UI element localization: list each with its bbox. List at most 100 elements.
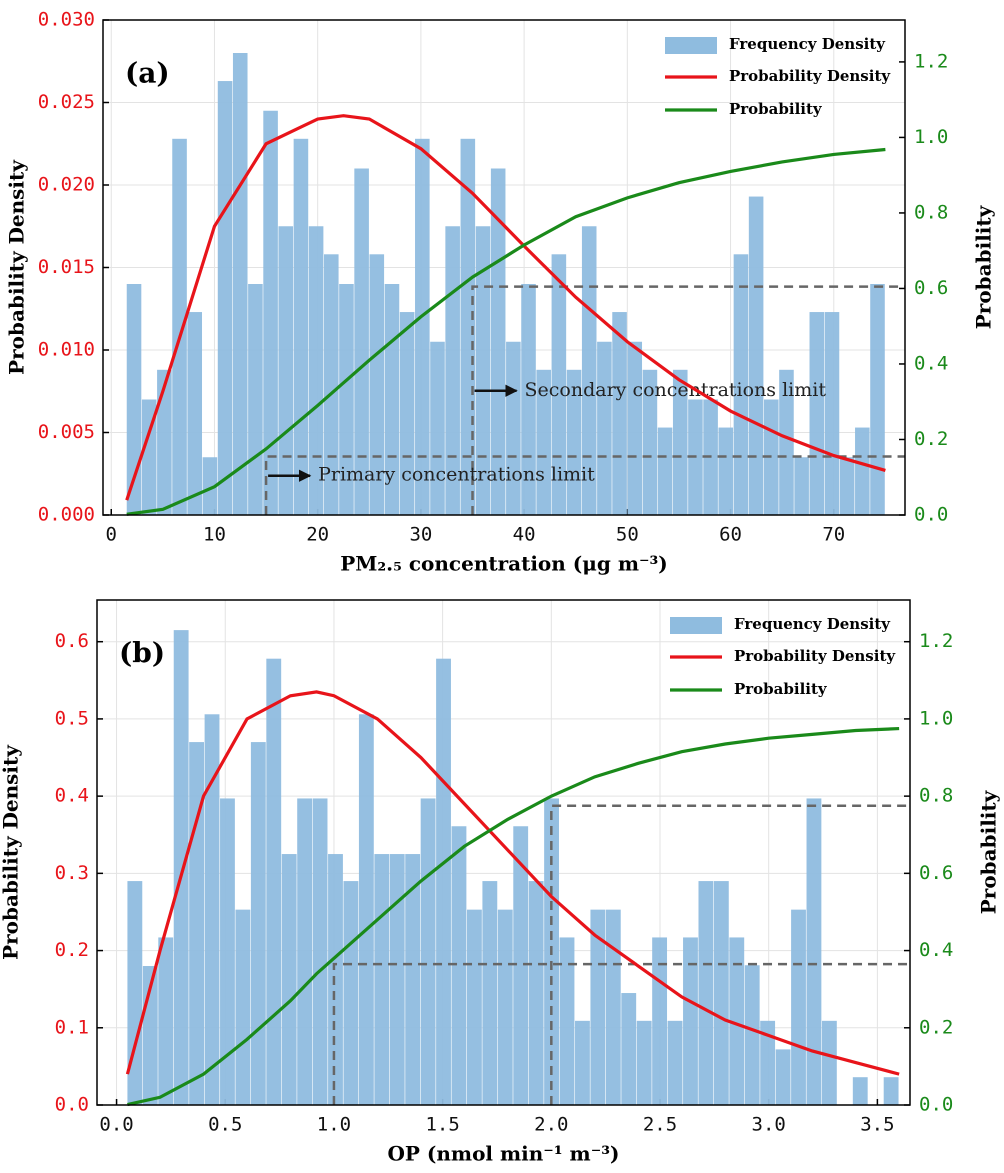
bar [536,369,551,515]
bar [559,937,575,1105]
series-line [125,690,900,1076]
annotation: Primary concentrations limit [318,464,595,486]
y2-tick-label: 0.2 [919,1016,953,1038]
bar [824,312,840,515]
bar [718,427,734,515]
series-line [126,147,886,516]
bar [281,854,297,1105]
bar [475,226,491,515]
reference-line [264,455,905,515]
bar [369,254,385,516]
x-tick-label: 2.0 [534,1114,568,1136]
y2-tick-label: 0.6 [914,277,948,299]
series-line [127,726,900,1107]
bar [883,1077,899,1105]
x-tick-label: 30 [409,524,432,546]
bar [436,658,451,1105]
x-tick-label: 50 [616,524,639,546]
y-tick-label: 0.030 [38,9,95,31]
bar [672,369,688,515]
y2-tick-label: 1.0 [919,707,953,729]
bar [870,284,885,515]
x-tick-label: 10 [203,524,226,546]
reference-line [332,962,910,1105]
bar [217,81,233,516]
plot-frame [102,19,906,516]
bar [293,138,309,516]
bar [627,341,643,515]
y-tick-label: 0.025 [38,91,95,113]
bar [791,909,806,1105]
y2-tick-label: 0.4 [914,352,948,374]
y-tick-label: 0.3 [55,862,89,884]
y2-tick-label: 1.2 [914,50,948,72]
x-tick-label: 1.5 [425,1114,459,1136]
x-tick-label: 60 [719,524,742,546]
x-axis-label: PM₂.₅ concentration (μg m⁻³) [340,552,668,576]
series-line [125,114,886,501]
bar [698,881,714,1105]
y2-axis-label: Probability [977,789,1001,914]
bar [760,1020,776,1105]
x-tick-label: 40 [513,524,536,546]
bar [445,226,460,515]
x-tick-label: 0.0 [99,1114,133,1136]
bar [354,168,369,515]
y-tick-label: 0.0 [55,1094,89,1116]
bar [297,798,313,1105]
bar [248,284,263,515]
bar [775,1049,791,1105]
x-tick-label: 20 [306,524,329,546]
bar [566,369,582,515]
bar [266,658,282,1105]
x-tick-label: 1.0 [317,1114,351,1136]
legend-label: Probability [734,680,828,698]
bar [852,1077,868,1105]
bar [612,312,627,515]
bar [127,881,143,1105]
bar [482,881,498,1105]
bar [126,284,142,515]
y2-tick-label: 0.8 [919,785,953,807]
legend-label: Probability Density [729,67,891,85]
plot-frame [96,599,911,1106]
bar [744,965,760,1105]
bar [187,312,203,515]
bar [733,254,749,516]
y-tick-label: 0.1 [55,1016,89,1038]
bar [794,457,809,515]
bar [581,226,597,515]
bar [312,798,328,1105]
bar [389,854,405,1105]
y2-tick-label: 1.0 [914,126,948,148]
bar [323,254,339,516]
y-tick-label: 0.5 [55,707,89,729]
bar [250,742,266,1105]
panel-title: (a) [125,57,170,90]
x-axis-label: OP (nmol min⁻¹ m⁻³) [387,1142,619,1166]
legend-label: Probability [729,100,823,118]
bar [141,399,157,515]
y-axis-label: Probability Density [0,744,23,960]
bar [528,881,544,1105]
legend-label: Frequency Density [729,35,886,53]
y-tick-label: 0.2 [55,939,89,961]
bar [358,714,374,1105]
bar [451,826,467,1105]
y2-tick-label: 0.2 [914,428,948,450]
x-tick-label: 3.0 [752,1114,786,1136]
bar [235,909,251,1105]
y-tick-label: 0.4 [55,785,89,807]
bar [278,226,294,515]
bar [779,369,794,515]
x-tick-label: 0 [106,524,117,546]
bar [575,1020,590,1105]
bar [642,369,658,515]
bar [328,854,343,1105]
bar [420,798,436,1105]
reference-line [471,285,905,515]
bar [430,341,445,515]
bar [806,798,822,1105]
legend-label: Probability Density [734,647,896,665]
